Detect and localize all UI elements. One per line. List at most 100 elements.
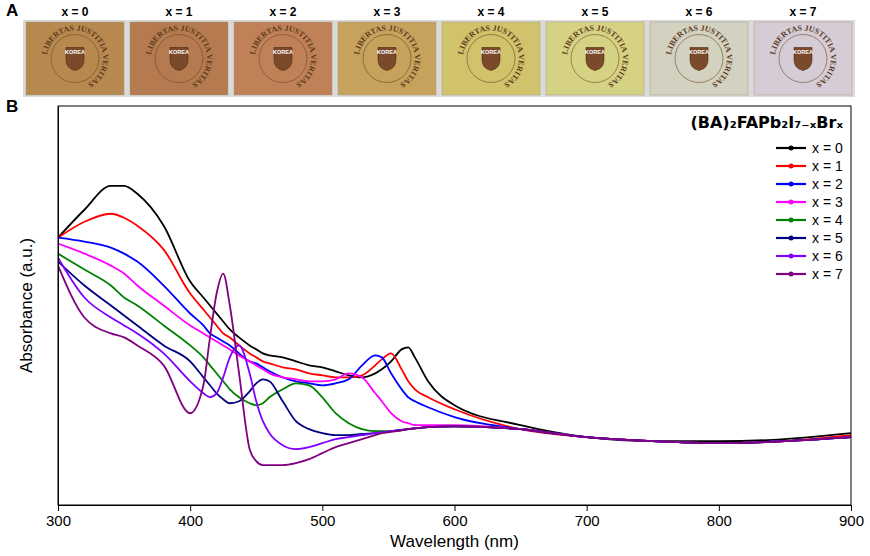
film: x = 2 LIBERTAS JUSTITIA VERITASKOREA <box>234 5 332 95</box>
x-tick-mark <box>851 505 852 511</box>
film: x = 6 LIBERTAS JUSTITIA VERITASKOREA <box>650 5 748 95</box>
motto-ring <box>779 35 827 83</box>
legend-item: x = 4 <box>776 212 843 228</box>
motto: LIBERTAS JUSTITIA VERITAS <box>352 23 422 89</box>
plot: 300 400 500 600 700 800 900 (BA)₂FAPb₂I₇₋ₓBrₓ x … <box>46 106 864 529</box>
legend-label: x = 0 <box>812 140 843 156</box>
panel-letter: A <box>6 1 18 20</box>
x-tick-mark <box>587 505 588 511</box>
x-tick-label: 500 <box>310 512 335 529</box>
x-axis-line <box>59 506 852 512</box>
photo-background <box>23 20 855 97</box>
motto-text: LIBERTAS JUSTITIA VERITAS <box>664 23 734 89</box>
legend-label: x = 3 <box>812 194 843 210</box>
legend-marker <box>789 182 794 187</box>
motto: LIBERTAS JUSTITIA VERITAS <box>40 23 110 89</box>
series-line <box>58 238 851 443</box>
legend-marker <box>789 272 794 277</box>
motto-ring <box>571 35 619 83</box>
film-label: x = 2 <box>269 5 296 19</box>
motto-text: LIBERTAS JUSTITIA VERITAS <box>40 23 110 89</box>
film-sample <box>234 22 332 95</box>
legend-marker <box>789 218 794 223</box>
emblem-shield <box>378 48 396 71</box>
x-tick: 300 <box>46 505 71 529</box>
film-label: x = 6 <box>685 5 712 19</box>
legend-marker <box>789 164 794 169</box>
emblem-shield <box>274 48 292 71</box>
motto-text: LIBERTAS JUSTITIA VERITAS <box>768 23 838 89</box>
film-sample <box>26 22 124 95</box>
x-tick: 600 <box>442 505 467 529</box>
motto-text: LIBERTAS JUSTITIA VERITAS <box>352 23 422 89</box>
emblem-shield <box>690 48 708 71</box>
legend-label: x = 5 <box>812 230 843 246</box>
film: x = 1 LIBERTAS JUSTITIA VERITASKOREA <box>130 5 228 95</box>
legend-marker <box>789 254 794 259</box>
legend-label: x = 2 <box>812 176 843 192</box>
emblem-text: KOREA <box>273 49 293 55</box>
film-label: x = 5 <box>581 5 608 19</box>
x-tick-label: 400 <box>178 512 203 529</box>
film-sample <box>754 22 852 95</box>
x-tick: 500 <box>310 505 335 529</box>
y-axis <box>58 107 59 506</box>
motto-text: LIBERTAS JUSTITIA VERITAS <box>248 23 318 89</box>
series-line <box>58 258 851 450</box>
film: x = 7 LIBERTAS JUSTITIA VERITASKOREA <box>754 5 852 95</box>
film-label: x = 4 <box>477 5 504 19</box>
x-tick-mark <box>58 505 59 511</box>
legend-label: x = 4 <box>812 212 843 228</box>
emblem-shield <box>66 48 84 71</box>
x-tick-label: 700 <box>575 512 600 529</box>
emblem-shield <box>794 48 812 71</box>
legend-label: x = 6 <box>812 248 843 264</box>
x-tick-label: 300 <box>46 512 71 529</box>
film-sample <box>650 22 748 95</box>
emblem-shield <box>586 48 604 71</box>
film: x = 3LIBERTAS JUSTITIA VERITASKOREA <box>338 5 436 95</box>
legend-marker <box>789 146 794 151</box>
film-sample <box>442 22 540 95</box>
x-axis: 300 400 500 600 700 800 900 <box>46 505 864 529</box>
legend-item: x = 5 <box>776 230 843 246</box>
emblem-text: KOREA <box>377 49 397 55</box>
series-line <box>58 266 851 466</box>
motto: LIBERTAS JUSTITIA VERITAS <box>768 23 838 89</box>
film: x = 5LIBERTAS JUSTITIA VERITASKOREA <box>546 5 644 95</box>
emblem-text: KOREA <box>689 49 709 55</box>
emblem-text: KOREA <box>793 49 813 55</box>
film-label: x = 7 <box>789 5 816 19</box>
series-line <box>58 214 851 443</box>
motto-ring <box>363 35 411 83</box>
panel-b: B 300 400 500 600 700 800 900 (BA)₂FAPb₂I₇₋ₓBrₓ x… <box>6 97 864 551</box>
legend-item: x = 3 <box>776 194 843 210</box>
film-sample <box>130 22 228 95</box>
x-tick: 900 <box>839 505 864 529</box>
motto-ring <box>51 35 99 83</box>
emblem-text: KOREA <box>481 49 501 55</box>
legend-label: x = 7 <box>812 266 843 282</box>
legend-item: x = 2 <box>776 176 843 192</box>
legend: (BA)₂FAPb₂I₇₋ₓBrₓ x = 0 x = 1 x = 2 x = 3 x =… <box>690 113 843 282</box>
legend-item: x = 6 <box>776 248 843 264</box>
legend-item: x = 7 <box>776 266 843 282</box>
motto-text: LIBERTAS JUSTITIA VERITAS <box>456 23 526 89</box>
x-tick-mark <box>455 505 456 511</box>
motto: LIBERTAS JUSTITIA VERITAS <box>560 23 630 89</box>
film-label: x = 1 <box>165 5 192 19</box>
legend-title: (BA)₂FAPb₂I₇₋ₓBrₓ <box>690 113 843 132</box>
emblem-text: KOREA <box>65 49 85 55</box>
legend-item: x = 1 <box>776 158 843 174</box>
panel-a: Ax = 0LIBERTAS JUSTITIA VERITASKOREAx = … <box>6 1 855 97</box>
emblem-text: KOREA <box>169 49 189 55</box>
x-tick: 800 <box>707 505 732 529</box>
x-tick-label: 600 <box>442 512 467 529</box>
emblem-shield <box>482 48 500 71</box>
motto: LIBERTAS JUSTITIA VERITAS <box>248 23 318 89</box>
panel-letter: B <box>6 97 18 116</box>
motto-text: LIBERTAS JUSTITIA VERITAS <box>144 23 214 89</box>
figure: Ax = 0LIBERTAS JUSTITIA VERITASKOREAx = … <box>0 0 870 556</box>
motto: LIBERTAS JUSTITIA VERITAS <box>456 23 526 89</box>
film: x = 0LIBERTAS JUSTITIA VERITASKOREA <box>26 5 124 95</box>
